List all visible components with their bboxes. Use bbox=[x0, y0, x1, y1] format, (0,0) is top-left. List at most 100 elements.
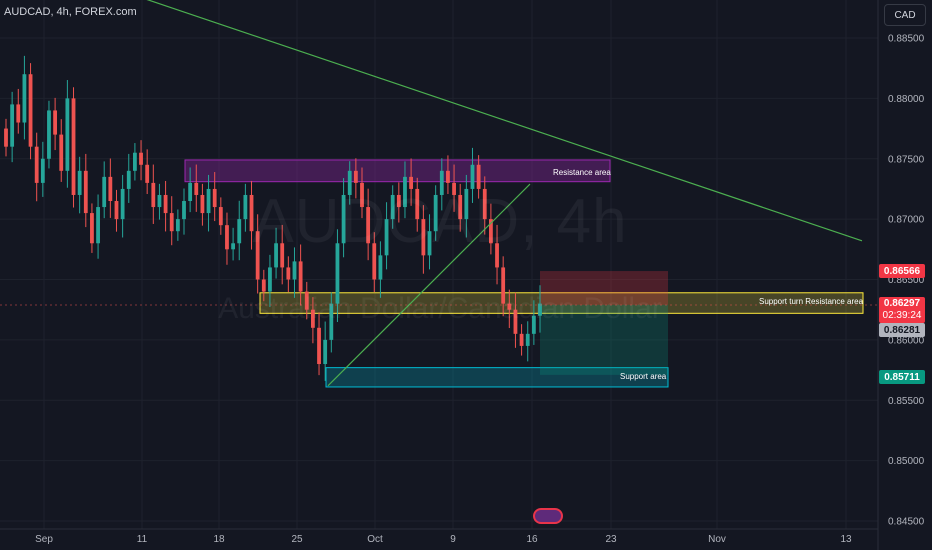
currency-button[interactable]: CAD bbox=[884, 4, 926, 26]
candle-body bbox=[439, 170, 444, 195]
support-zone-label: Support area bbox=[620, 372, 667, 381]
price-tick-label: 0.87000 bbox=[888, 215, 925, 226]
candle-body bbox=[366, 207, 371, 244]
candle-body bbox=[384, 219, 389, 256]
candle-body bbox=[96, 207, 100, 244]
candle-body bbox=[317, 327, 321, 365]
zone-rect bbox=[325, 367, 669, 388]
chart-title: AUDCAD, 4h, FOREX.com bbox=[4, 6, 137, 18]
candle-body bbox=[298, 261, 303, 292]
candle-body bbox=[249, 194, 254, 232]
candle-body bbox=[188, 182, 193, 202]
time-tick-label: Oct bbox=[367, 534, 383, 545]
zone-rect bbox=[184, 159, 611, 183]
candle-body bbox=[40, 158, 45, 183]
candle-body bbox=[53, 110, 58, 135]
candle-body bbox=[200, 194, 205, 214]
stop-loss-area bbox=[540, 271, 668, 305]
candle-body bbox=[34, 146, 39, 183]
candle-body bbox=[261, 279, 266, 292]
price-axis: 0.88500 0.88000 0.87500 0.87000 0.86500 0.860… bbox=[888, 34, 925, 528]
candle-body bbox=[347, 170, 352, 195]
candle-body bbox=[538, 303, 542, 316]
candle-body bbox=[83, 170, 88, 214]
candle-body bbox=[255, 231, 260, 280]
time-tick-label: Sep bbox=[35, 534, 53, 545]
price-tick-label: 0.87500 bbox=[888, 154, 925, 165]
candle-body bbox=[507, 303, 512, 310]
candle-body bbox=[433, 194, 438, 232]
candle-body bbox=[151, 182, 156, 208]
time-axis: Sep 11 18 25 Oct 9 16 23 Nov 13 bbox=[35, 534, 852, 545]
stop-price-tag: 0.86566 bbox=[879, 264, 925, 278]
candle-body bbox=[292, 261, 297, 280]
candle-body bbox=[335, 243, 340, 304]
resistance-zone-label: Resistance area bbox=[553, 168, 611, 177]
candle-body bbox=[378, 255, 383, 280]
trendline bbox=[327, 183, 531, 387]
candle-body bbox=[237, 219, 242, 244]
candle-body bbox=[22, 74, 27, 123]
candle-body bbox=[531, 315, 536, 334]
price-tick-label: 0.84500 bbox=[888, 517, 925, 528]
trendline bbox=[146, 0, 863, 242]
candle-body bbox=[145, 164, 150, 183]
candle-body bbox=[446, 170, 450, 183]
candle-body bbox=[16, 104, 21, 123]
time-tick-label: 11 bbox=[137, 534, 148, 545]
candle-body bbox=[519, 333, 524, 346]
candle-body bbox=[212, 188, 217, 208]
candle-body bbox=[476, 164, 481, 189]
candle-body bbox=[427, 231, 432, 256]
candle-body bbox=[409, 176, 414, 189]
candle-body bbox=[323, 339, 328, 365]
time-tick-label: 23 bbox=[605, 534, 617, 545]
candle-body bbox=[421, 219, 426, 256]
price-tick-label: 0.88000 bbox=[888, 94, 925, 105]
candle-body bbox=[182, 201, 186, 220]
time-tick-label: 9 bbox=[450, 534, 456, 545]
candle-body bbox=[525, 333, 530, 346]
candle-body bbox=[452, 182, 456, 195]
candle-body bbox=[90, 213, 94, 244]
price-tick-label: 0.88500 bbox=[888, 34, 925, 45]
price-tick-label: 0.85500 bbox=[888, 396, 925, 407]
take-profit-area bbox=[540, 304, 668, 375]
candle-body bbox=[458, 194, 463, 220]
support-turn-zone-label: Support turn Resistance area bbox=[759, 297, 864, 306]
candle-body bbox=[360, 182, 364, 208]
candle-body bbox=[102, 176, 107, 208]
candle-body bbox=[329, 303, 334, 340]
events-icon[interactable] bbox=[533, 508, 563, 524]
time-tick-label: 16 bbox=[526, 534, 538, 545]
short-position-tool bbox=[540, 271, 668, 375]
current-price-tag: 0.86297 02:39:24 bbox=[879, 297, 925, 323]
candle-body bbox=[10, 104, 15, 147]
current-price-value: 0.86297 bbox=[883, 298, 921, 309]
trendlines bbox=[146, 0, 863, 387]
name-watermark: Australian Dollar/Canadian Dollar bbox=[218, 292, 662, 325]
candle-body bbox=[132, 152, 137, 171]
time-tick-label: 13 bbox=[840, 534, 852, 545]
candle-body bbox=[4, 128, 8, 147]
candle-body bbox=[65, 98, 70, 171]
candles bbox=[4, 55, 542, 381]
time-tick-label: 18 bbox=[213, 534, 225, 545]
candle-body bbox=[310, 309, 315, 328]
candle-body bbox=[47, 110, 51, 159]
candle-body bbox=[470, 164, 475, 189]
price-tick-label: 0.86000 bbox=[888, 335, 925, 346]
zone-rect bbox=[259, 292, 864, 314]
candle-body bbox=[218, 207, 223, 226]
candle-body bbox=[28, 74, 33, 147]
candle-body bbox=[59, 134, 64, 171]
candle-body bbox=[139, 152, 143, 165]
candle-body bbox=[77, 170, 82, 195]
candle-body bbox=[482, 188, 487, 220]
candle-body bbox=[274, 243, 278, 268]
candle-body bbox=[495, 243, 499, 268]
candle-body bbox=[353, 170, 358, 183]
price-tick-label: 0.85000 bbox=[888, 456, 925, 467]
candle-body bbox=[280, 243, 285, 268]
